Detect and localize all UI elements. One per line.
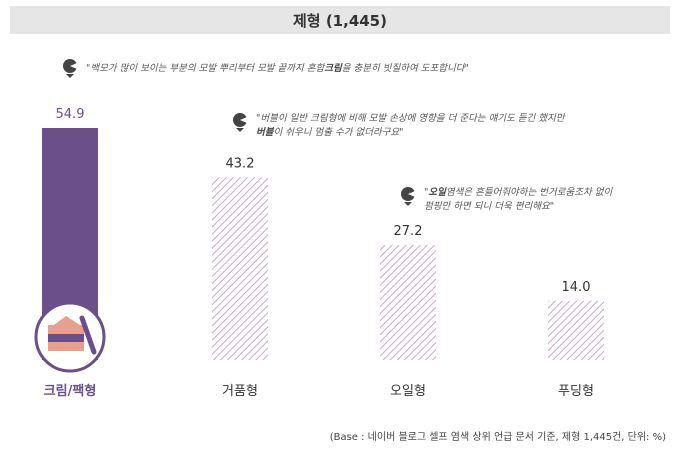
category-label: 크림/팩형 bbox=[44, 383, 97, 399]
category-label: 푸딩형 bbox=[558, 384, 594, 399]
quote-2: "버블이 일반 크림형에 비해 모발 손상에 영향을 더 준다는 얘기도 듣긴 … bbox=[256, 112, 565, 140]
bar-chart: 54.9 크림/팩형 43.2 거품형 27.2 오일형 14.0 푸딩형 bbox=[34, 107, 604, 399]
category-label: 오일형 bbox=[390, 384, 426, 399]
bar-4 bbox=[548, 300, 604, 360]
quote-line: "버블이 일반 크림형에 비해 모발 손상에 영향을 더 준다는 얘기도 듣긴 … bbox=[256, 113, 565, 124]
base-note: (Base : 네이버 블로그 셀프 염색 상위 언급 문서 기준, 제형 1,… bbox=[329, 432, 666, 443]
cream-jar-icon bbox=[34, 301, 106, 373]
quote-icon bbox=[63, 59, 77, 78]
quote-1: "백모가 많이 보이는 부분의 모발 뿌리부터 모발 끝까지 혼합크림을 충분히… bbox=[86, 63, 469, 74]
quote-line: "오일염색은 흔들어줘야하는 번거로움조차 없이 bbox=[424, 187, 613, 198]
value-label: 14.0 bbox=[562, 280, 591, 295]
value-label: 54.9 bbox=[56, 107, 85, 122]
value-label: 43.2 bbox=[226, 156, 255, 171]
category-label: 거품형 bbox=[222, 384, 258, 399]
value-label: 27.2 bbox=[394, 224, 423, 239]
bar-2 bbox=[212, 177, 268, 360]
quote-icon bbox=[401, 187, 415, 206]
title-bar: 제형 (1,445) bbox=[10, 6, 670, 34]
quote-line: 버블이 쉬우니 멈출 수가 없더라구요" bbox=[256, 127, 404, 138]
quote-line: 펌핑만 하면 되니 더욱 편리해요" bbox=[424, 201, 555, 212]
bar-3 bbox=[380, 245, 436, 360]
chart-title: 제형 (1,445) bbox=[293, 11, 387, 30]
quote-icon bbox=[233, 113, 247, 132]
